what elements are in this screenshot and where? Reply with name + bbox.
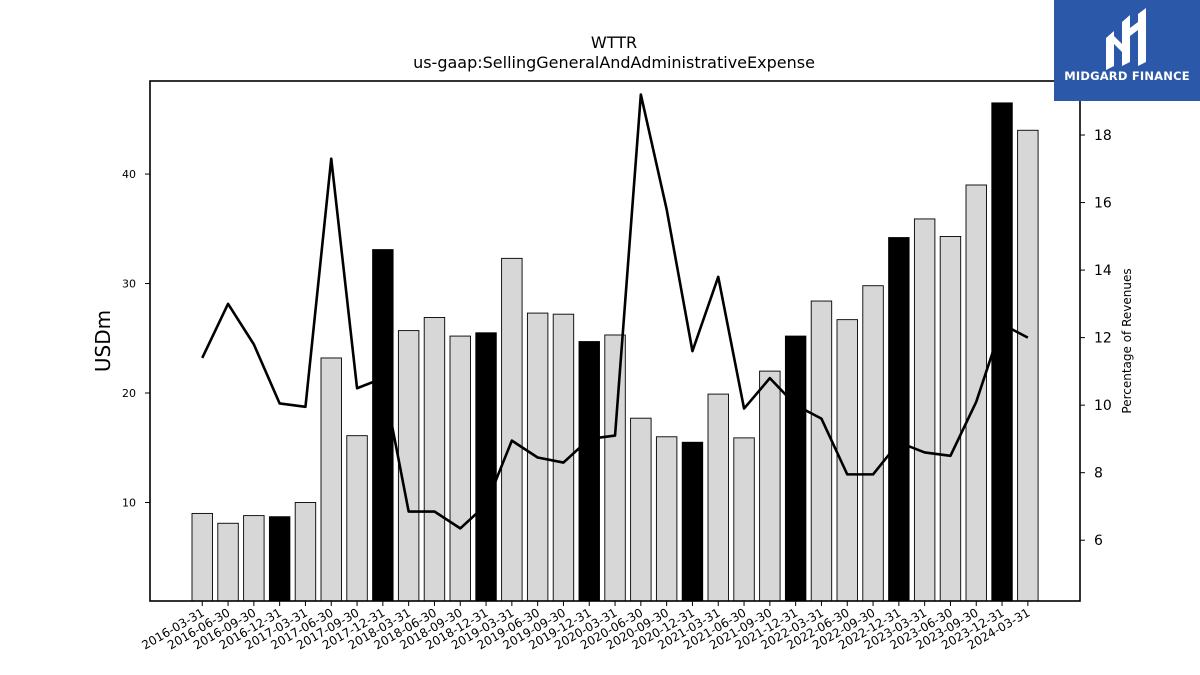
brand-name: MIDGARD FINANCE — [1064, 69, 1190, 83]
bar — [862, 285, 884, 602]
chart-title: WTTR — [591, 33, 637, 52]
x-axis: 2016-03-312016-06-302016-09-302016-12-31… — [139, 601, 1032, 652]
y2-tick-label: 14 — [1094, 263, 1112, 279]
y-tick-label: 40 — [122, 168, 136, 181]
bar — [217, 522, 239, 602]
bar — [397, 330, 420, 602]
y2-axis-label: Percentage of Revenues — [1120, 268, 1134, 413]
y2-tick-label: 10 — [1094, 398, 1112, 414]
y-tick-label: 20 — [122, 387, 136, 400]
line-group — [201, 93, 1029, 530]
line-series — [201, 93, 1029, 530]
bar — [655, 436, 678, 602]
y-tick-label: 10 — [122, 496, 136, 509]
bar — [268, 516, 291, 602]
brand-logo: MIDGARD FINANCE — [1054, 0, 1200, 101]
y2-tick-label: 6 — [1094, 533, 1103, 549]
bar — [191, 512, 213, 602]
bar — [784, 335, 807, 602]
bar — [1017, 129, 1039, 602]
bar — [733, 437, 755, 602]
bar — [630, 417, 652, 602]
bar — [294, 502, 317, 602]
bar — [578, 341, 600, 602]
bar — [423, 317, 446, 602]
bar — [913, 218, 936, 602]
right-axis: 6 8 10 12 14 16 18 — [1080, 128, 1112, 549]
chart-subtitle: us-gaap:SellingGeneralAndAdministrativeE… — [413, 53, 815, 72]
bar — [991, 102, 1013, 602]
bars-group — [191, 102, 1039, 602]
midgard-logo-icon — [1106, 8, 1146, 70]
bar — [759, 370, 781, 602]
y2-tick-label: 12 — [1094, 331, 1112, 347]
bar — [475, 332, 497, 602]
bar — [501, 257, 523, 602]
bar — [346, 435, 368, 602]
y2-tick-label: 18 — [1094, 128, 1112, 144]
bar — [888, 237, 910, 602]
bar — [939, 235, 962, 602]
y2-tick-label: 16 — [1094, 196, 1112, 212]
bar — [604, 334, 626, 602]
bar — [810, 300, 833, 602]
bar — [320, 357, 342, 602]
y-tick-label: 30 — [122, 278, 136, 291]
bar — [372, 249, 394, 602]
y-axis-label: USDm — [91, 310, 115, 372]
y2-tick-label: 8 — [1094, 466, 1103, 482]
left-axis: 10 20 30 40 — [122, 168, 150, 509]
bar — [681, 441, 704, 602]
bar — [243, 515, 265, 602]
bar — [449, 335, 471, 602]
bar — [965, 184, 987, 602]
bar — [707, 393, 729, 602]
